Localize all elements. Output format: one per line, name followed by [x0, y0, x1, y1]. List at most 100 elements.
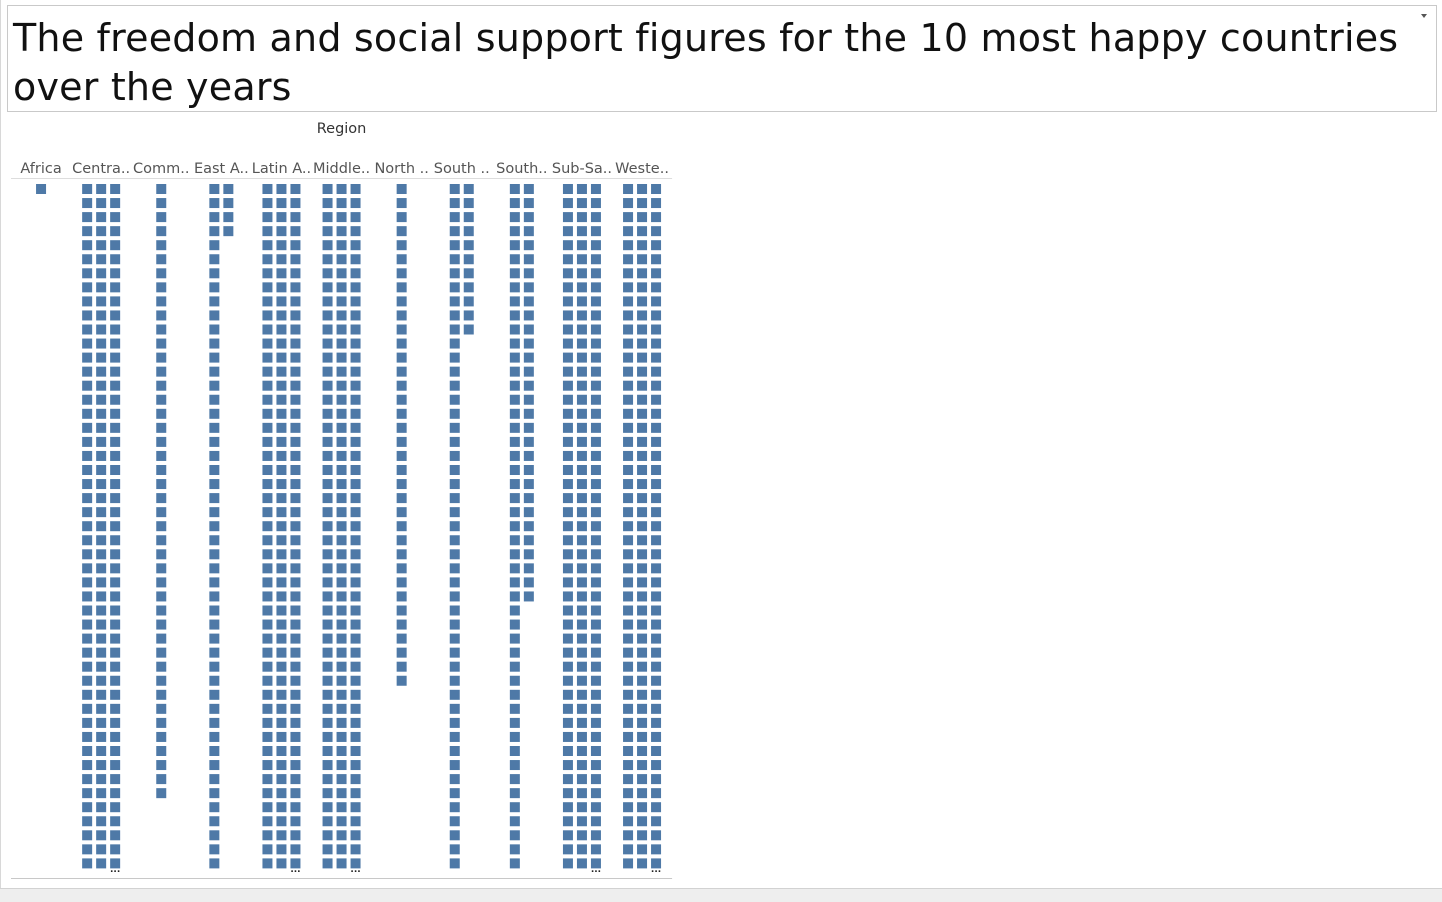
- data-mark[interactable]: [562, 830, 573, 841]
- data-mark[interactable]: [96, 450, 107, 461]
- data-mark[interactable]: [262, 450, 273, 461]
- data-mark[interactable]: [449, 619, 460, 630]
- data-mark[interactable]: [449, 212, 460, 223]
- data-mark[interactable]: [350, 577, 361, 588]
- data-mark[interactable]: [651, 731, 662, 742]
- data-mark[interactable]: [209, 436, 220, 447]
- data-mark[interactable]: [637, 830, 648, 841]
- data-mark[interactable]: [651, 394, 662, 405]
- data-mark[interactable]: [651, 479, 662, 490]
- data-mark[interactable]: [523, 465, 534, 475]
- data-mark[interactable]: [209, 774, 220, 785]
- data-mark[interactable]: [290, 394, 301, 405]
- data-mark[interactable]: [262, 198, 273, 209]
- data-mark[interactable]: [449, 198, 460, 209]
- data-mark[interactable]: [562, 212, 573, 223]
- data-mark[interactable]: [290, 746, 301, 756]
- data-mark[interactable]: [396, 394, 407, 405]
- data-mark[interactable]: [350, 254, 361, 265]
- data-mark[interactable]: [96, 310, 107, 321]
- data-mark[interactable]: [276, 422, 287, 433]
- data-mark[interactable]: [562, 310, 573, 321]
- data-mark[interactable]: [209, 717, 220, 728]
- data-mark[interactable]: [209, 479, 220, 490]
- data-mark[interactable]: [651, 212, 662, 223]
- data-mark[interactable]: [637, 802, 648, 813]
- data-mark[interactable]: [562, 549, 573, 560]
- data-mark[interactable]: [322, 254, 333, 265]
- data-mark[interactable]: [449, 774, 460, 785]
- data-mark[interactable]: [290, 591, 301, 602]
- data-mark[interactable]: [322, 240, 333, 251]
- data-mark[interactable]: [651, 310, 662, 321]
- data-mark[interactable]: [96, 184, 107, 194]
- data-mark[interactable]: [562, 535, 573, 546]
- data-mark[interactable]: [336, 577, 347, 588]
- data-mark[interactable]: [651, 689, 662, 700]
- data-mark[interactable]: [290, 703, 301, 714]
- data-mark[interactable]: [396, 380, 407, 391]
- data-mark[interactable]: [623, 493, 634, 504]
- data-mark[interactable]: [262, 675, 273, 686]
- data-mark[interactable]: [637, 226, 648, 237]
- data-mark[interactable]: [96, 282, 107, 293]
- data-mark[interactable]: [396, 352, 407, 363]
- data-mark[interactable]: [276, 394, 287, 405]
- data-mark[interactable]: [350, 619, 361, 630]
- data-mark[interactable]: [262, 746, 273, 756]
- data-mark[interactable]: [637, 605, 648, 616]
- data-mark[interactable]: [590, 521, 601, 532]
- data-mark[interactable]: [96, 422, 107, 433]
- data-mark[interactable]: [276, 717, 287, 728]
- data-mark[interactable]: [651, 633, 662, 644]
- data-mark[interactable]: [509, 605, 520, 616]
- data-mark[interactable]: [590, 324, 601, 335]
- data-mark[interactable]: [637, 352, 648, 363]
- data-mark[interactable]: [637, 746, 648, 756]
- data-mark[interactable]: [290, 802, 301, 813]
- data-mark[interactable]: [509, 198, 520, 209]
- data-mark[interactable]: [623, 296, 634, 307]
- data-mark[interactable]: [262, 816, 273, 827]
- data-mark[interactable]: [82, 198, 93, 209]
- data-mark[interactable]: [110, 549, 121, 560]
- data-mark[interactable]: [276, 184, 287, 194]
- data-mark[interactable]: [590, 380, 601, 391]
- data-mark[interactable]: [336, 184, 347, 194]
- data-mark[interactable]: [82, 408, 93, 419]
- data-mark[interactable]: [156, 352, 167, 363]
- data-mark[interactable]: [523, 268, 534, 279]
- data-mark[interactable]: [651, 226, 662, 237]
- data-mark[interactable]: [262, 549, 273, 560]
- data-mark[interactable]: [509, 549, 520, 560]
- data-mark[interactable]: [110, 858, 121, 869]
- data-mark[interactable]: [110, 661, 121, 672]
- data-mark[interactable]: [562, 493, 573, 504]
- data-mark[interactable]: [523, 450, 534, 461]
- data-mark[interactable]: [637, 535, 648, 546]
- data-mark[interactable]: [523, 521, 534, 532]
- data-mark[interactable]: [509, 661, 520, 672]
- data-mark[interactable]: [96, 394, 107, 405]
- data-mark[interactable]: [396, 324, 407, 335]
- data-mark[interactable]: [262, 282, 273, 293]
- data-mark[interactable]: [110, 717, 121, 728]
- data-mark[interactable]: [350, 647, 361, 658]
- data-mark[interactable]: [290, 619, 301, 630]
- data-mark[interactable]: [336, 689, 347, 700]
- data-mark[interactable]: [509, 184, 520, 194]
- region-label[interactable]: Middle..: [313, 161, 370, 177]
- data-mark[interactable]: [262, 535, 273, 546]
- data-mark[interactable]: [523, 282, 534, 293]
- data-mark[interactable]: [350, 717, 361, 728]
- data-mark[interactable]: [350, 563, 361, 574]
- data-mark[interactable]: [262, 633, 273, 644]
- data-mark[interactable]: [449, 577, 460, 588]
- data-mark[interactable]: [651, 830, 662, 841]
- data-mark[interactable]: [290, 268, 301, 279]
- data-mark[interactable]: [562, 352, 573, 363]
- data-mark[interactable]: [350, 310, 361, 321]
- data-mark[interactable]: [590, 436, 601, 447]
- data-mark[interactable]: [82, 535, 93, 546]
- data-mark[interactable]: [623, 212, 634, 223]
